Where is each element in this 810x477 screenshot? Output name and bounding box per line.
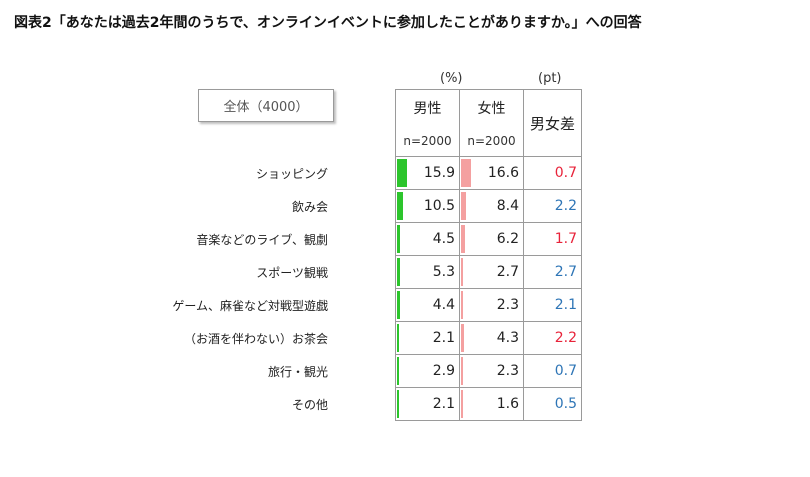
male-bar <box>397 291 400 319</box>
diff-value-cell: 0.7 <box>523 156 582 190</box>
diff-value: 0.5 <box>554 396 577 412</box>
female-value: 2.3 <box>496 297 519 313</box>
category-label: ショッピング <box>255 167 328 181</box>
male-value: 2.1 <box>432 330 455 346</box>
female-value-cell: 1.6 <box>459 387 524 421</box>
total-sample-box: 全体（4000） <box>198 89 334 122</box>
male-value: 15.9 <box>423 165 455 181</box>
female-header-label: 女性 <box>477 101 506 117</box>
male-header-label: 男性 <box>413 101 442 117</box>
female-value: 6.2 <box>496 231 519 247</box>
category-label: 飲み会 <box>291 200 328 214</box>
male-bar <box>397 192 404 220</box>
diff-value: 2.1 <box>554 297 577 313</box>
points-unit-label: (pt) <box>538 71 562 86</box>
female-value-cell: 2.3 <box>459 354 524 388</box>
table-row: 15.9 16.6 0.7 <box>395 156 582 190</box>
table-row: 10.5 8.4 2.2 <box>395 189 582 223</box>
female-value: 1.6 <box>496 396 519 412</box>
female-bar <box>461 159 472 187</box>
table-row: 2.9 2.3 0.7 <box>395 354 582 388</box>
male-value-cell: 4.5 <box>395 222 460 256</box>
female-bar <box>461 357 463 385</box>
female-value-cell: 16.6 <box>459 156 524 190</box>
diff-value: 2.2 <box>554 330 577 346</box>
female-value: 2.3 <box>496 363 519 379</box>
male-value: 2.9 <box>432 363 455 379</box>
male-value-cell: 2.9 <box>395 354 460 388</box>
diff-header: 男女差 <box>523 89 582 157</box>
female-value: 2.7 <box>496 264 519 280</box>
male-value: 4.4 <box>432 297 455 313</box>
female-value: 4.3 <box>496 330 519 346</box>
diff-value-cell: 0.7 <box>523 354 582 388</box>
male-value: 4.5 <box>432 231 455 247</box>
table-row: 4.4 2.3 2.1 <box>395 288 582 322</box>
female-value: 8.4 <box>496 198 519 214</box>
diff-value: 2.2 <box>554 198 577 214</box>
diff-value-cell: 2.2 <box>523 321 582 355</box>
female-bar <box>461 291 463 319</box>
table-row: 2.1 1.6 0.5 <box>395 387 582 421</box>
diff-value-cell: 0.5 <box>523 387 582 421</box>
table-row: 4.5 6.2 1.7 <box>395 222 582 256</box>
diff-value: 1.7 <box>554 231 577 247</box>
male-value: 10.5 <box>423 198 455 214</box>
diff-value: 0.7 <box>554 363 577 379</box>
percent-unit-label: (%) <box>440 71 463 86</box>
chart-title: 図表2「あなたは過去2年間のうちで、オンラインイベントに参加したことがありますか… <box>14 15 642 31</box>
male-bar <box>397 357 399 385</box>
female-bar <box>461 192 467 220</box>
table-row: 2.1 4.3 2.2 <box>395 321 582 355</box>
female-bar <box>461 225 465 253</box>
male-value-cell: 2.1 <box>395 387 460 421</box>
male-sample-size: n=2000 <box>403 134 452 148</box>
category-label: その他 <box>291 398 328 412</box>
diff-value-cell: 1.7 <box>523 222 582 256</box>
male-value-cell: 4.4 <box>395 288 460 322</box>
category-label: 旅行・観光 <box>267 365 328 379</box>
male-bar <box>397 324 399 352</box>
male-value-cell: 2.1 <box>395 321 460 355</box>
male-bar <box>397 258 401 286</box>
female-value-cell: 6.2 <box>459 222 524 256</box>
male-bar <box>397 390 399 418</box>
male-bar <box>397 159 407 187</box>
male-value: 2.1 <box>432 396 455 412</box>
diff-value-cell: 2.1 <box>523 288 582 322</box>
male-value-cell: 10.5 <box>395 189 460 223</box>
female-value-cell: 2.3 <box>459 288 524 322</box>
male-value-cell: 15.9 <box>395 156 460 190</box>
header-row: 男性 n=2000 女性 n=2000 男女差 <box>395 89 582 157</box>
diff-value-cell: 2.7 <box>523 255 582 289</box>
female-bar <box>461 390 463 418</box>
diff-value-cell: 2.2 <box>523 189 582 223</box>
male-bar <box>397 225 400 253</box>
diff-value: 0.7 <box>554 165 577 181</box>
diff-value: 2.7 <box>554 264 577 280</box>
male-value-cell: 5.3 <box>395 255 460 289</box>
category-label: 音楽などのライブ、観劇 <box>196 233 328 247</box>
category-label: スポーツ観戦 <box>256 266 328 280</box>
female-value-cell: 8.4 <box>459 189 524 223</box>
category-label: ゲーム、麻雀など対戦型遊戯 <box>172 299 328 313</box>
female-header: 女性 n=2000 <box>459 89 524 157</box>
table-row: 5.3 2.7 2.7 <box>395 255 582 289</box>
female-sample-size: n=2000 <box>467 134 516 148</box>
female-bar <box>461 324 464 352</box>
female-bar <box>461 258 463 286</box>
male-value: 5.3 <box>432 264 455 280</box>
female-value: 16.6 <box>487 165 519 181</box>
female-value-cell: 2.7 <box>459 255 524 289</box>
diff-header-label: 男女差 <box>529 114 575 133</box>
category-label: （お酒を伴わない）お茶会 <box>183 332 328 346</box>
results-table: 男性 n=2000 女性 n=2000 男女差 15.9 16.6 0.7 10.5 8… <box>395 89 582 421</box>
female-value-cell: 4.3 <box>459 321 524 355</box>
male-header: 男性 n=2000 <box>395 89 460 157</box>
